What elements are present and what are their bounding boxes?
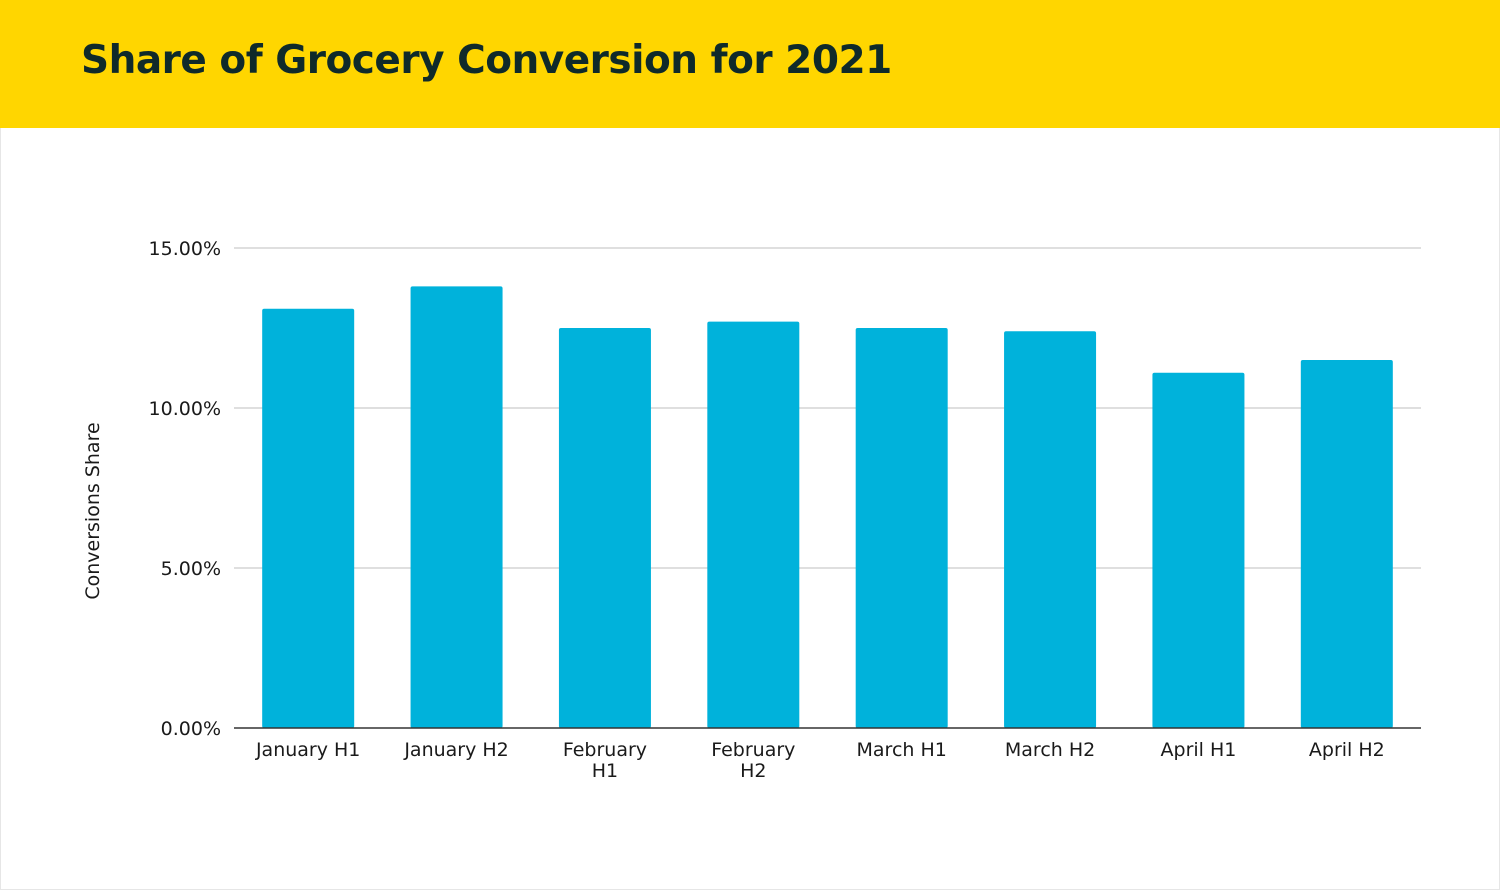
y-tick-label: 10.00%: [149, 398, 221, 420]
x-tick-label: H2: [740, 760, 766, 782]
bar: [707, 321, 800, 728]
x-tick-label: February: [711, 739, 795, 761]
bar: [558, 328, 651, 728]
x-tick-label: April H1: [1161, 739, 1237, 761]
bar: [1152, 372, 1245, 728]
bar: [855, 328, 948, 728]
x-tick-label: March H2: [1005, 739, 1095, 761]
bar-chart: 0.00% 5.00% 10.00% 15.00% January H1 January …: [82, 238, 1421, 782]
x-tick-label: January H2: [403, 739, 508, 761]
x-tick-label: March H1: [857, 739, 947, 761]
y-tick-label: 15.00%: [149, 238, 221, 260]
x-tick-label: April H2: [1309, 739, 1385, 761]
bar: [1004, 331, 1097, 728]
x-tick-label: H1: [592, 760, 618, 782]
y-tick-label: 5.00%: [161, 558, 221, 580]
bar: [1300, 360, 1393, 728]
y-tick-label: 0.00%: [161, 718, 221, 740]
x-tick-label: February: [563, 739, 647, 761]
y-axis-title: Conversions Share: [82, 422, 104, 599]
bar: [262, 308, 355, 728]
x-tick-label: January H1: [255, 739, 360, 761]
page-title: Share of Grocery Conversion for 2021: [81, 38, 892, 83]
chart-card: 0.00% 5.00% 10.00% 15.00% January H1 January …: [0, 128, 1500, 890]
header-banner: Share of Grocery Conversion for 2021: [0, 0, 1500, 128]
bar: [410, 286, 503, 728]
